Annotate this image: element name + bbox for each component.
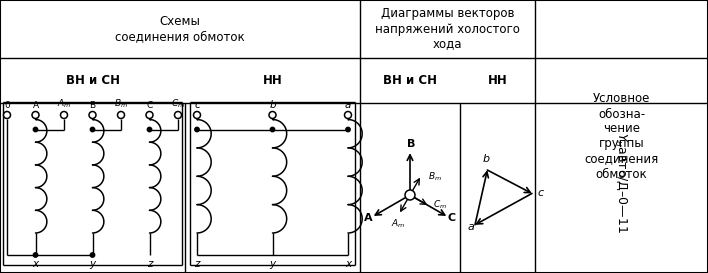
Text: B: B bbox=[89, 100, 96, 109]
Text: НН: НН bbox=[488, 74, 508, 87]
Text: y: y bbox=[89, 259, 96, 269]
Circle shape bbox=[195, 127, 199, 132]
Text: 0: 0 bbox=[4, 100, 10, 109]
Text: НН: НН bbox=[263, 74, 282, 87]
Text: a: a bbox=[345, 99, 351, 109]
Text: A: A bbox=[33, 100, 38, 109]
Text: c: c bbox=[538, 188, 544, 198]
Text: $A_m$: $A_m$ bbox=[391, 218, 405, 230]
Circle shape bbox=[193, 111, 200, 118]
Text: $Y_н$авто/Д–0—11: $Y_н$авто/Д–0—11 bbox=[615, 132, 629, 233]
Circle shape bbox=[118, 111, 125, 118]
Text: x: x bbox=[345, 259, 351, 269]
Text: b: b bbox=[269, 99, 276, 109]
Circle shape bbox=[60, 111, 67, 118]
Circle shape bbox=[346, 127, 350, 132]
Text: y: y bbox=[270, 259, 275, 269]
Circle shape bbox=[89, 111, 96, 118]
Circle shape bbox=[405, 190, 415, 200]
Circle shape bbox=[270, 127, 275, 132]
Text: ВН и СН: ВН и СН bbox=[66, 74, 120, 87]
Text: Схемы
соединения обмоток: Схемы соединения обмоток bbox=[115, 15, 245, 43]
Text: a: a bbox=[467, 222, 474, 232]
Text: z: z bbox=[147, 259, 152, 269]
Text: B: B bbox=[407, 139, 415, 149]
Text: $A_m$: $A_m$ bbox=[57, 97, 72, 109]
Text: b: b bbox=[483, 154, 490, 164]
Text: z: z bbox=[194, 259, 200, 269]
Text: C: C bbox=[147, 100, 153, 109]
Circle shape bbox=[33, 253, 38, 257]
Circle shape bbox=[147, 127, 152, 132]
Circle shape bbox=[269, 111, 276, 118]
Text: Условное
обозна-
чение
группы
соединения
обмоток: Условное обозна- чение группы соединения… bbox=[584, 93, 658, 180]
Circle shape bbox=[32, 111, 39, 118]
Text: A: A bbox=[365, 213, 373, 223]
Text: $C_m$: $C_m$ bbox=[171, 97, 185, 109]
Text: Диаграммы векторов
напряжений холостого
хода: Диаграммы векторов напряжений холостого … bbox=[375, 7, 520, 51]
Text: $B_m$: $B_m$ bbox=[114, 97, 128, 109]
Circle shape bbox=[146, 111, 153, 118]
Text: $B_m$: $B_m$ bbox=[428, 170, 442, 183]
Circle shape bbox=[33, 127, 38, 132]
Text: ВН и СН: ВН и СН bbox=[383, 74, 437, 87]
Circle shape bbox=[4, 111, 11, 118]
Circle shape bbox=[91, 127, 95, 132]
Text: c: c bbox=[194, 99, 200, 109]
Text: $C_m$: $C_m$ bbox=[433, 199, 447, 211]
Text: C: C bbox=[447, 213, 455, 223]
Circle shape bbox=[345, 111, 351, 118]
Circle shape bbox=[174, 111, 181, 118]
Text: x: x bbox=[33, 259, 38, 269]
Circle shape bbox=[91, 253, 95, 257]
